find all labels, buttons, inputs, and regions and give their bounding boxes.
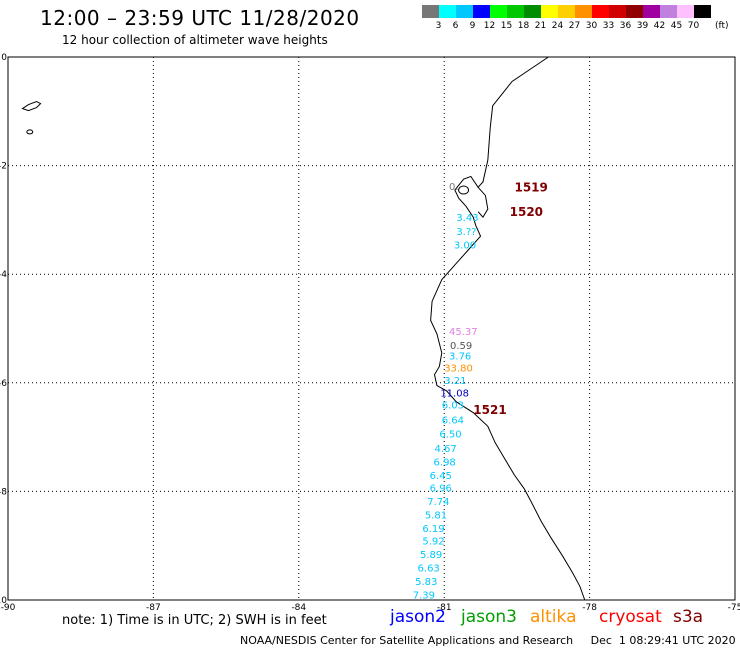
wave-height-label: 6.50 — [439, 429, 461, 440]
legend-label: 33 — [602, 21, 615, 31]
legend-swatch — [626, 5, 643, 18]
wave-height-label: 6.03 — [442, 401, 464, 412]
credit-text: NOAA/NESDIS Center for Satellite Applica… — [240, 634, 574, 647]
wave-height-label: 5.81 — [425, 511, 447, 522]
legend-label: 15 — [500, 21, 513, 31]
track-label: 1519 — [514, 180, 547, 194]
legend-label: 39 — [636, 21, 649, 31]
wave-height-label: 45.37 — [449, 327, 478, 338]
legend-label: 9 — [469, 21, 476, 31]
coastline — [430, 56, 586, 601]
wave-height-label: 6.63 — [418, 563, 440, 574]
wave-height-label: 6.96 — [430, 484, 452, 495]
galapagos-island — [21, 101, 42, 112]
y-tick-label: -6 — [0, 379, 7, 389]
page-subtitle: 12 hour collection of altimeter wave hei… — [62, 33, 328, 47]
wave-height-label: 6.19 — [422, 524, 444, 535]
wave-height-label: 7.74 — [427, 497, 449, 508]
satellite-jason2: jason2 — [390, 607, 446, 627]
track-label: 1521 — [473, 403, 506, 417]
y-tick-label: -10 — [0, 596, 7, 606]
island-puna — [458, 185, 470, 195]
legend-label: 12 — [483, 21, 496, 31]
legend-swatch — [422, 5, 439, 18]
color-legend — [422, 5, 711, 18]
wave-height-label: 3.?? — [456, 227, 476, 238]
wave-height-label: 6.45 — [430, 471, 452, 482]
legend-swatch — [524, 5, 541, 18]
wave-height-label: 3.21 — [444, 376, 466, 387]
wave-height-label: 7.39 — [413, 591, 435, 602]
legend-label: 45 — [670, 21, 683, 31]
legend-label: 6 — [452, 21, 459, 31]
satellite-s3a: s3a — [673, 607, 704, 627]
legend-swatch — [660, 5, 677, 18]
legend-label: 70 — [687, 21, 700, 31]
wave-height-label: 0. — [449, 182, 459, 193]
satellite-jason3: jason3 — [461, 607, 517, 627]
y-tick-label: -8 — [0, 487, 7, 497]
legend-label: 30 — [585, 21, 598, 31]
x-tick-label: -75 — [728, 603, 740, 613]
coastline-gulf — [477, 186, 489, 219]
wave-height-label: 5.89 — [420, 550, 442, 561]
legend-swatch — [592, 5, 609, 18]
credit-line: NOAA/NESDIS Center for Satellite Applica… — [240, 634, 736, 647]
legend-swatch — [490, 5, 507, 18]
legend-unit: (ft) — [715, 21, 729, 31]
legend-swatch — [643, 5, 660, 18]
x-tick-label: -84 — [291, 603, 306, 613]
note-text: note: 1) Time is in UTC; 2) SWH is in fe… — [62, 613, 327, 628]
legend-label: 24 — [551, 21, 564, 31]
wave-height-label: 33.80 — [444, 364, 473, 375]
map-frame — [7, 56, 736, 601]
wave-height-label: 6.64 — [442, 416, 464, 427]
legend-label: 18 — [517, 21, 530, 31]
timestamp: Dec 1 08:29:41 UTC 2020 — [590, 634, 736, 647]
y-tick-label: -2 — [0, 162, 7, 172]
galapagos-island — [26, 129, 34, 135]
legend-swatch — [507, 5, 524, 18]
wave-height-label: 11.08 — [440, 389, 469, 400]
legend-swatch — [575, 5, 592, 18]
legend-label: 36 — [619, 21, 632, 31]
wave-height-label: 3.00 — [454, 240, 476, 251]
legend-swatch — [473, 5, 490, 18]
legend-swatch — [456, 5, 473, 18]
x-tick-label: -81 — [437, 603, 452, 613]
wave-height-label: 3.76 — [449, 352, 471, 363]
page-title: 12:00 – 23:59 UTC 11/28/2020 — [40, 6, 360, 30]
track-label: 1520 — [510, 205, 543, 219]
legend-label: 21 — [534, 21, 547, 31]
legend-swatch — [694, 5, 711, 18]
wave-height-label: 5.83 — [415, 577, 437, 588]
wave-height-label: 0.59 — [450, 341, 472, 352]
satellite-cryosat: cryosat — [599, 607, 662, 627]
legend-swatch — [439, 5, 456, 18]
y-tick-label: 0 — [1, 53, 7, 63]
legend-labels: 3 6 9 12 15 18 21 24 27 30 33 36 39 42 45 70 — [422, 21, 702, 31]
wave-height-label: 5.92 — [422, 536, 444, 547]
x-tick-label: -87 — [146, 603, 161, 613]
y-tick-label: -4 — [0, 270, 7, 280]
x-tick-label: -78 — [582, 603, 597, 613]
legend-label: 3 — [435, 21, 442, 31]
wave-height-label: 4.67 — [435, 444, 457, 455]
satellite-altika: altika — [530, 607, 577, 627]
x-tick-label: -90 — [1, 603, 16, 613]
legend-swatch — [541, 5, 558, 18]
legend-label: 42 — [653, 21, 666, 31]
legend-swatch — [558, 5, 575, 18]
legend-label: 27 — [568, 21, 581, 31]
legend-swatch — [609, 5, 626, 18]
wave-height-label: 3.43 — [456, 213, 478, 224]
wave-height-label: 6.98 — [434, 458, 456, 469]
legend-swatch — [677, 5, 694, 18]
